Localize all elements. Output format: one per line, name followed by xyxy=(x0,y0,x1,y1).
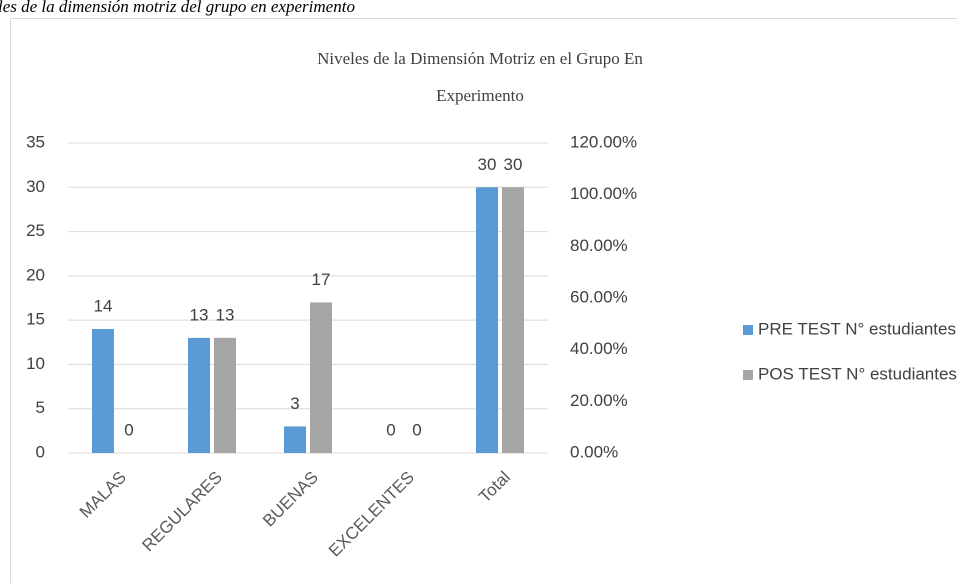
data-label: 14 xyxy=(94,296,113,315)
data-label: 30 xyxy=(478,155,497,174)
caption: les de la dimensión motriz del grupo en … xyxy=(0,0,355,16)
bar xyxy=(310,302,332,453)
data-label: 3 xyxy=(290,394,299,413)
y2-tick-label: 100.00% xyxy=(570,184,637,203)
y-tick-label: 15 xyxy=(26,310,45,329)
legend-swatch xyxy=(743,325,753,335)
data-label: 17 xyxy=(312,270,331,289)
y2-tick-label: 40.00% xyxy=(570,339,628,358)
data-label: 0 xyxy=(386,420,395,439)
bar xyxy=(476,187,498,454)
data-label: 13 xyxy=(190,305,209,324)
chart-title: Niveles de la Dimensión Motriz en el Gru… xyxy=(317,49,643,68)
data-label: 30 xyxy=(504,155,523,174)
legend-swatch xyxy=(743,370,753,380)
bar xyxy=(502,187,524,454)
y2-tick-label: 60.00% xyxy=(570,287,628,306)
y-tick-label: 25 xyxy=(26,221,45,240)
bar xyxy=(284,426,306,453)
bar xyxy=(92,329,114,453)
y-tick-label: 10 xyxy=(26,354,45,373)
y-tick-label: 20 xyxy=(26,265,45,284)
y-tick-label: 0 xyxy=(36,442,45,461)
y-tick-label: 5 xyxy=(36,398,45,417)
y2-tick-label: 0.00% xyxy=(570,442,618,461)
y-tick-label: 35 xyxy=(26,132,45,151)
y2-tick-label: 120.00% xyxy=(570,132,637,151)
data-label: 13 xyxy=(216,305,235,324)
y-tick-label: 30 xyxy=(26,177,45,196)
bar xyxy=(214,337,236,453)
y2-tick-label: 20.00% xyxy=(570,391,628,410)
data-label: 0 xyxy=(124,420,133,439)
chart-title: Experimento xyxy=(436,86,524,105)
legend-label: PRE TEST N° estudiantes xyxy=(758,319,956,338)
data-label: 0 xyxy=(412,420,421,439)
legend-label: POS TEST N° estudiantes xyxy=(758,364,957,383)
y2-tick-label: 80.00% xyxy=(570,236,628,255)
bar xyxy=(188,337,210,453)
